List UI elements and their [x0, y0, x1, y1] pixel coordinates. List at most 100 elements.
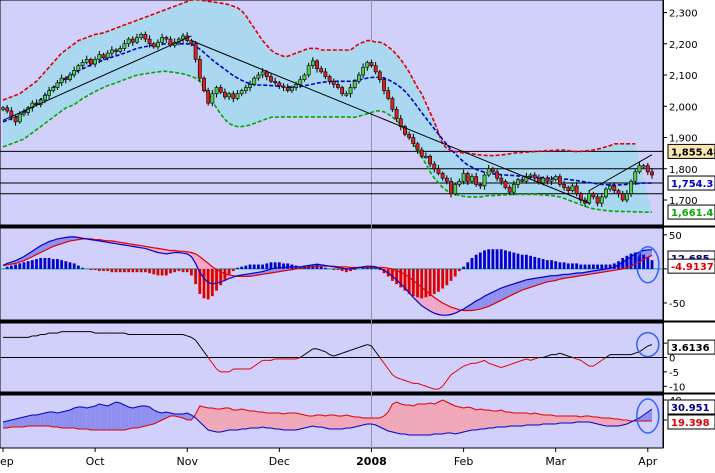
candle-body: [30, 102, 35, 109]
candle-body: [407, 134, 412, 138]
macd-histogram-bar: [474, 254, 478, 269]
dmi-fill: [90, 406, 96, 430]
candle: [285, 83, 290, 93]
candle-body: [269, 76, 273, 82]
candle: [218, 84, 223, 95]
candle-body: [641, 165, 646, 168]
dmi-fill: [497, 410, 502, 427]
candle: [210, 90, 215, 107]
macd-histogram-bar: [210, 268, 214, 297]
dmi-fill: [99, 404, 104, 430]
dmi-fill: [551, 415, 556, 424]
candle: [453, 182, 458, 196]
price-tick-label: 2,100: [669, 71, 698, 82]
macd-histogram-bar: [399, 268, 403, 288]
macd-fill: [513, 282, 519, 295]
candle-body: [511, 184, 516, 193]
macd-histogram-bar: [516, 253, 520, 269]
dmi-fill: [116, 402, 121, 430]
candle: [9, 107, 14, 121]
oscillator-segment: [199, 345, 205, 353]
macd-fill: [518, 281, 523, 293]
macd-histogram-bar: [646, 256, 650, 269]
dmi-fill: [132, 407, 137, 428]
candle-body: [532, 174, 537, 179]
candle: [319, 65, 324, 74]
candle-body: [84, 59, 89, 63]
dmi-fill: [103, 405, 108, 430]
oscillator-segment: [404, 380, 410, 383]
dmi-fill: [538, 414, 544, 425]
candle: [344, 90, 349, 97]
dmi-fill: [392, 402, 397, 433]
macd-histogram-bar: [93, 268, 97, 270]
dmi-fill: [3, 421, 8, 428]
candle-body: [629, 180, 633, 195]
oscillator-segment: [593, 362, 598, 367]
candle: [310, 57, 315, 69]
macd-fill: [522, 279, 527, 291]
candle: [612, 182, 617, 194]
macd-fill: [538, 277, 544, 285]
candle-body: [218, 87, 223, 93]
macd-histogram-bar: [118, 268, 122, 273]
candle: [68, 72, 72, 82]
macd-histogram-bar: [30, 260, 34, 269]
oscillator-segment: [488, 362, 494, 366]
oscillator-segment: [480, 359, 485, 363]
candle: [532, 172, 537, 182]
macd-histogram-bar: [625, 255, 629, 269]
oscillator-segment: [492, 364, 498, 367]
dmi-value-label-box: [667, 399, 715, 415]
oscillator-segment: [304, 351, 309, 356]
oscillator-segment: [576, 358, 581, 361]
oscillator-segment: [57, 331, 62, 334]
candle: [403, 124, 407, 137]
oscillator-segment: [300, 354, 305, 358]
dmi-fill: [488, 410, 493, 428]
candle-body: [126, 38, 131, 45]
dmi-fill: [434, 402, 439, 434]
candle-body: [143, 34, 148, 40]
dmi-fill: [463, 407, 468, 432]
macd-histogram-bar: [453, 268, 457, 277]
macd-histogram-bar: [319, 266, 323, 269]
dmi-fill: [49, 412, 54, 427]
dmi-fill: [601, 418, 606, 426]
candle-body: [239, 90, 244, 95]
macd-histogram-bar: [97, 268, 101, 272]
candle: [331, 78, 336, 89]
macd-histogram-bar: [223, 268, 227, 280]
macd-histogram-bar: [524, 254, 528, 269]
dmi-fill: [254, 411, 259, 428]
macd-fill: [195, 253, 200, 273]
price-tick-label: 1,900: [669, 134, 698, 145]
candle-body: [1, 107, 5, 110]
candle-body: [298, 79, 303, 85]
macd-histogram-bar: [466, 262, 470, 269]
oscillator-segment: [643, 345, 649, 350]
candle: [327, 74, 332, 85]
x-tick-label: Feb: [454, 455, 473, 468]
candle-body: [17, 113, 22, 123]
band-fill: [3, 0, 652, 213]
macd-fill: [509, 283, 514, 297]
candle-body: [499, 177, 504, 182]
oscillator-segment: [584, 362, 590, 367]
dmi-fill: [430, 403, 435, 435]
macd-histogram-bar: [64, 261, 68, 269]
candle: [608, 183, 613, 192]
macd-histogram-bar: [273, 262, 277, 269]
macd-histogram-bar: [457, 268, 461, 272]
dmi-fill: [610, 418, 615, 426]
macd-histogram-bar: [562, 262, 566, 269]
oscillator-segment: [450, 371, 456, 376]
candle-body: [587, 193, 592, 204]
dmi-fill: [203, 407, 209, 430]
macd-histogram-bar: [81, 267, 84, 269]
dmi-fill: [86, 407, 91, 430]
candle: [641, 163, 646, 169]
macd-histogram-bar: [575, 263, 579, 269]
macd-fill: [497, 287, 502, 303]
candle-body: [470, 176, 474, 182]
